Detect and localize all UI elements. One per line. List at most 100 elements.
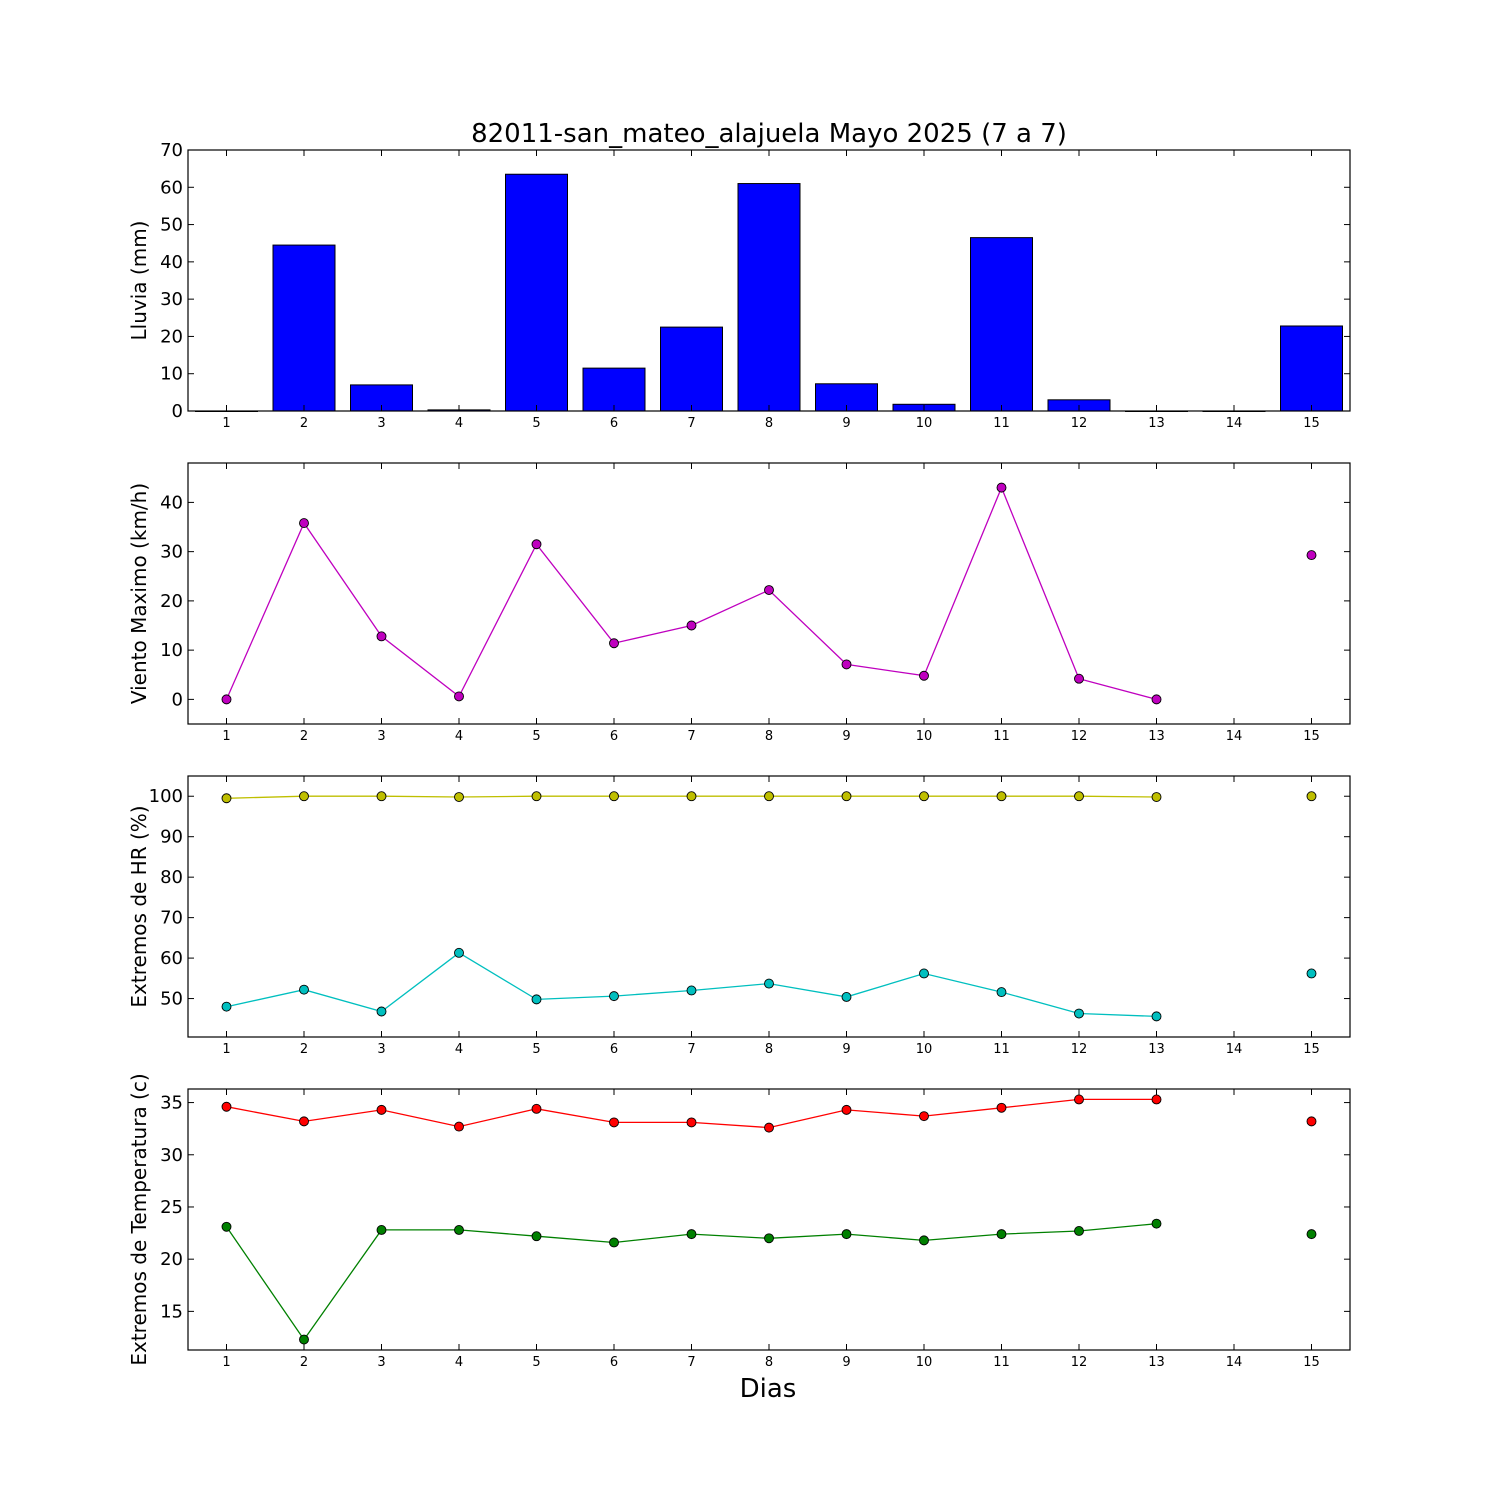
plot-frame: [187, 149, 1351, 412]
x-tick-label: 5: [532, 416, 540, 431]
y-tick-label: 0: [172, 401, 183, 422]
series-1-point-day-10: [919, 670, 929, 681]
series-2-point-day-8: [764, 978, 774, 989]
x-tick-label: 1: [222, 1042, 230, 1057]
series-2-point-day-10: [919, 1235, 929, 1246]
series-1-point-day-7: [686, 620, 697, 631]
x-tick-label: 13: [1148, 416, 1165, 431]
x-tick-label: 12: [1071, 729, 1088, 744]
x-tick-label: 9: [842, 729, 850, 744]
series-2-point-day-12: [1074, 1008, 1084, 1019]
x-tick-label: 3: [377, 416, 385, 431]
plot-frame: [187, 462, 1351, 725]
x-tick-label: 8: [765, 1042, 773, 1057]
x-tick-label: 2: [300, 729, 308, 744]
x-tick-label: 10: [916, 729, 933, 744]
series-2-point-day-1: [221, 1001, 232, 1012]
series-1-point-day-1: [221, 694, 232, 705]
series-1-point-day-4: [454, 792, 464, 802]
series-line-2: [225, 1223, 1157, 1341]
series-2-point-day-7: [686, 985, 697, 996]
series-2-point-day-6: [609, 991, 619, 1002]
y-axis-label: Lluvia (mm): [127, 221, 151, 341]
series-2-point-day-15: [1306, 968, 1317, 979]
series-1-point-day-7: [686, 791, 697, 802]
y-axis-label: Viento Maximo (km/h): [127, 483, 151, 704]
series-line-1: [225, 485, 1157, 701]
series-2-point-day-7: [686, 1229, 697, 1240]
x-tick-label: 1: [222, 416, 230, 431]
bar-day-2: [272, 244, 336, 412]
series-2-point-day-3: [376, 1224, 387, 1235]
series-1-point-day-2: [299, 791, 309, 802]
x-tick-label: 13: [1148, 1042, 1165, 1057]
x-tick-label: 9: [842, 1355, 850, 1370]
series-2-point-day-5: [531, 1231, 542, 1242]
x-tick-label: 15: [1303, 1042, 1320, 1057]
series-1-point-day-5: [531, 1103, 542, 1114]
series-1-point-day-10: [919, 791, 929, 802]
y-tick-label: 80: [160, 867, 183, 888]
series-2-point-day-8: [764, 1233, 774, 1244]
y-tick-label: 20: [160, 1249, 183, 1270]
series-1-point-day-12: [1074, 791, 1084, 802]
series-1-point-day-11: [996, 1102, 1007, 1113]
x-tick-label: 12: [1071, 416, 1088, 431]
x-tick-label: 4: [455, 1355, 463, 1370]
x-tick-label: 10: [916, 416, 933, 431]
y-axis-label: Extremos de Temperatura (c): [127, 1073, 151, 1365]
series-2-point-day-6: [609, 1237, 619, 1248]
x-tick-label: 9: [842, 416, 850, 431]
y-tick-label: 70: [160, 140, 183, 161]
x-tick-label: 4: [455, 729, 463, 744]
bar-day-15: [1280, 325, 1343, 412]
bar-day-11: [970, 237, 1033, 412]
x-tick-label: 10: [916, 1042, 933, 1057]
series-1-point-day-9: [841, 659, 852, 670]
y-tick-label: 25: [160, 1197, 183, 1218]
x-tick-label: 9: [842, 1042, 850, 1057]
series-1-point-day-9: [841, 791, 852, 802]
series-1-point-day-12: [1074, 1094, 1084, 1105]
y-tick-label: 15: [160, 1301, 183, 1322]
x-tick-label: 14: [1226, 1042, 1243, 1057]
x-tick-label: 2: [300, 416, 308, 431]
series-1-point-day-6: [609, 1117, 619, 1128]
plot-frame: [187, 1088, 1351, 1351]
series-1-point-day-10: [919, 1111, 929, 1122]
y-axis-label: Extremos de HR (%): [127, 805, 151, 1007]
series-2-point-day-11: [996, 1229, 1007, 1240]
x-tick-label: 11: [993, 1042, 1010, 1057]
x-tick-label: 14: [1226, 729, 1243, 744]
x-tick-label: 12: [1071, 1042, 1088, 1057]
x-tick-label: 14: [1226, 1355, 1243, 1370]
series-1-point-day-5: [531, 791, 542, 802]
x-tick-label: 7: [687, 416, 695, 431]
series-2-point-day-3: [376, 1006, 387, 1017]
series-2-point-day-9: [841, 991, 852, 1002]
x-tick-label: 6: [610, 1042, 618, 1057]
x-tick-label: 13: [1148, 729, 1165, 744]
x-tick-label: 3: [377, 729, 385, 744]
panel-3: 1 2 3 4 5 6 7 8 9 10 11 12 13 14 155060708090100Extrem…: [127, 775, 1351, 1057]
x-tick-label: 1: [222, 729, 230, 744]
bar-day-7: [660, 326, 723, 412]
series-1-point-day-11: [996, 791, 1007, 802]
series-line-2: [226, 952, 1157, 1018]
series-2-point-day-15: [1306, 1229, 1317, 1240]
series-1-point-day-15: [1306, 550, 1317, 561]
series-2-point-day-2: [299, 1334, 309, 1345]
series-2-point-day-11: [996, 987, 1007, 998]
series-1-point-day-6: [609, 791, 619, 802]
bar-day-5: [505, 173, 568, 412]
series-1-point-day-4: [454, 691, 464, 702]
x-tick-label: 5: [532, 729, 540, 744]
x-tick-label: 4: [455, 416, 463, 431]
series-1-point-day-15: [1306, 1116, 1317, 1127]
y-tick-label: 10: [160, 640, 183, 661]
series-1-point-day-13: [1151, 694, 1162, 705]
series-1-point-day-13: [1151, 792, 1162, 802]
y-tick-label: 30: [160, 289, 183, 310]
series-1-point-day-7: [686, 1117, 697, 1128]
